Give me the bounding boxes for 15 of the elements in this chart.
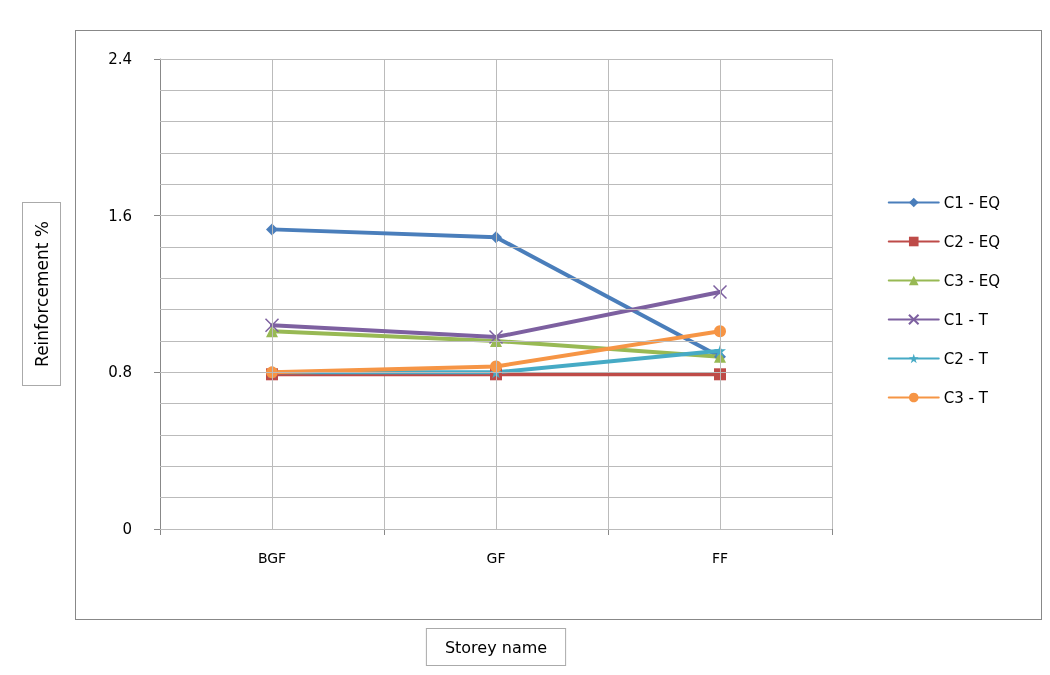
legend-label: C2 - EQ	[943, 232, 1000, 251]
x-tick-label: BGF	[257, 550, 287, 566]
legend-label: C2 - T	[943, 349, 989, 368]
legend-label: C1 - T	[943, 310, 989, 329]
y-tick-label: 2.4	[108, 50, 132, 68]
y-tick-label: 1.6	[108, 206, 132, 225]
x-tick-label: FF	[711, 550, 729, 566]
legend-label: C3 - T	[943, 388, 989, 407]
legend-label: C3 - EQ	[943, 271, 1000, 290]
y-tick-label: 0	[122, 520, 132, 538]
x-axis-title: Storey name	[444, 637, 548, 657]
y-tick-label: 0.8	[108, 363, 132, 382]
x-tick-label: GF	[486, 550, 506, 566]
y-axis-title: Reinforcement %	[31, 221, 52, 367]
legend-label: C1 - EQ	[943, 193, 1000, 212]
